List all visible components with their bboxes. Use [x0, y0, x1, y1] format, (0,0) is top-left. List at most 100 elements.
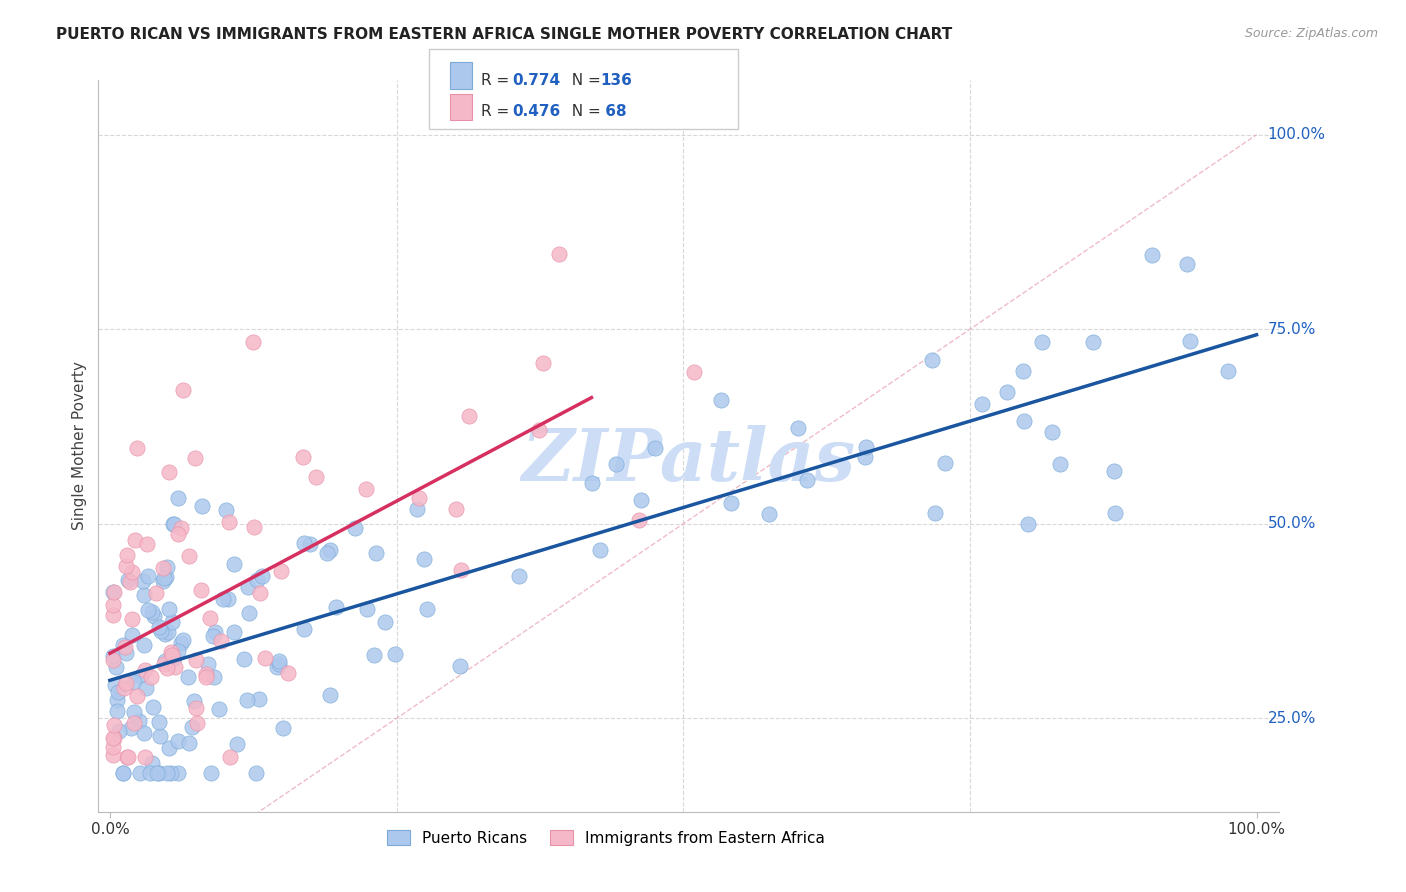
Point: [374, 615, 396, 629]
Point: [153, 627, 176, 641]
Point: [121, 627, 143, 641]
Point: [160, 765, 183, 780]
Point: [319, 542, 342, 557]
Point: [527, 424, 550, 438]
Point: [112, 681, 135, 695]
Text: 100.0%: 100.0%: [1268, 128, 1326, 142]
Point: [1102, 464, 1125, 478]
Point: [103, 584, 125, 599]
Point: [249, 586, 271, 600]
Point: [156, 625, 179, 640]
Point: [103, 653, 125, 667]
Point: [457, 409, 479, 423]
Text: 50.0%: 50.0%: [1268, 516, 1316, 532]
Point: [131, 574, 153, 588]
Point: [449, 659, 471, 673]
Point: [153, 571, 176, 585]
Point: [165, 660, 187, 674]
Point: [444, 501, 467, 516]
Point: [292, 622, 315, 636]
Point: [105, 704, 128, 718]
Point: [1216, 364, 1239, 378]
Point: [120, 574, 142, 589]
Point: [145, 765, 167, 780]
Point: [138, 603, 160, 617]
Point: [163, 650, 186, 665]
Point: [115, 559, 138, 574]
Point: [155, 765, 177, 780]
Point: [124, 533, 146, 547]
Point: [124, 716, 146, 731]
Point: [224, 624, 246, 639]
Point: [1142, 248, 1164, 262]
Point: [167, 734, 190, 748]
Point: [132, 639, 155, 653]
Point: [1017, 516, 1039, 531]
Y-axis label: Single Mother Poverty: Single Mother Poverty: [72, 361, 87, 531]
Point: [105, 660, 128, 674]
Point: [605, 457, 627, 471]
Point: [148, 765, 170, 780]
Point: [149, 729, 172, 743]
Point: [247, 691, 270, 706]
Point: [267, 654, 290, 668]
Text: PUERTO RICAN VS IMMIGRANTS FROM EASTERN AFRICA SINGLE MOTHER POVERTY CORRELATION: PUERTO RICAN VS IMMIGRANTS FROM EASTERN …: [56, 27, 952, 42]
Point: [136, 536, 159, 550]
Point: [242, 520, 264, 534]
Point: [103, 649, 125, 664]
Point: [356, 602, 378, 616]
Point: [292, 450, 315, 464]
Point: [148, 620, 170, 634]
Point: [166, 491, 188, 505]
Point: [160, 648, 183, 662]
Point: [796, 473, 818, 487]
Point: [202, 670, 225, 684]
Point: [450, 563, 472, 577]
Point: [222, 558, 245, 572]
Legend: Puerto Ricans, Immigrants from Eastern Africa: Puerto Ricans, Immigrants from Eastern A…: [381, 823, 831, 852]
Point: [145, 585, 167, 599]
Point: [194, 667, 217, 681]
Point: [134, 664, 156, 678]
Point: [127, 442, 149, 456]
Point: [233, 652, 256, 666]
Point: [242, 334, 264, 349]
Point: [156, 559, 179, 574]
Point: [152, 574, 174, 588]
Point: [186, 716, 208, 731]
Point: [167, 527, 190, 541]
Point: [162, 516, 184, 531]
Point: [111, 639, 134, 653]
Point: [149, 624, 172, 639]
Point: [103, 731, 125, 745]
Point: [128, 765, 150, 780]
Point: [134, 725, 156, 739]
Point: [184, 450, 207, 465]
Point: [325, 600, 347, 615]
Point: [548, 247, 571, 261]
Point: [115, 676, 138, 690]
Point: [581, 475, 603, 490]
Text: N =: N =: [562, 104, 606, 119]
Point: [384, 647, 406, 661]
Point: [204, 624, 226, 639]
Point: [198, 611, 221, 625]
Point: [363, 648, 385, 662]
Point: [364, 546, 387, 560]
Point: [208, 701, 231, 715]
Point: [305, 469, 328, 483]
Point: [142, 609, 165, 624]
Point: [160, 615, 183, 629]
Point: [217, 591, 239, 606]
Point: [105, 692, 128, 706]
Point: [184, 701, 207, 715]
Point: [200, 765, 222, 780]
Point: [408, 491, 430, 505]
Point: [226, 737, 249, 751]
Point: [267, 657, 290, 671]
Point: [720, 496, 742, 510]
Point: [970, 397, 993, 411]
Point: [103, 585, 125, 599]
Point: [1081, 334, 1104, 349]
Point: [1031, 335, 1053, 350]
